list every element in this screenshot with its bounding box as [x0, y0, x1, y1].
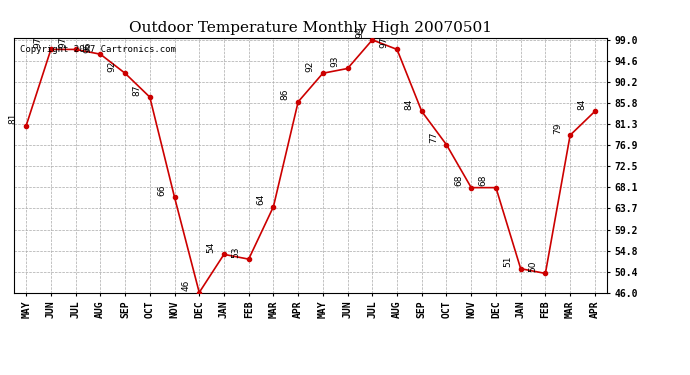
- Text: 84: 84: [404, 99, 413, 110]
- Text: 97: 97: [380, 36, 388, 48]
- Text: 81: 81: [9, 113, 18, 124]
- Text: 84: 84: [578, 99, 586, 110]
- Text: Copyright 2007 Cartronics.com: Copyright 2007 Cartronics.com: [20, 45, 176, 54]
- Text: 53: 53: [231, 246, 240, 258]
- Text: 54: 54: [206, 242, 216, 253]
- Text: 86: 86: [281, 89, 290, 101]
- Text: 77: 77: [429, 132, 438, 143]
- Title: Outdoor Temperature Monthly High 20070501: Outdoor Temperature Monthly High 2007050…: [129, 21, 492, 35]
- Text: 93: 93: [331, 56, 339, 67]
- Text: 92: 92: [108, 60, 117, 72]
- Text: 87: 87: [132, 84, 141, 96]
- Text: 99: 99: [355, 27, 364, 39]
- Text: 97: 97: [34, 36, 43, 48]
- Text: 68: 68: [479, 175, 488, 186]
- Text: 92: 92: [306, 60, 315, 72]
- Text: 50: 50: [528, 261, 537, 272]
- Text: 51: 51: [503, 256, 513, 267]
- Text: 96: 96: [83, 41, 92, 53]
- Text: 46: 46: [182, 280, 191, 291]
- Text: 97: 97: [58, 36, 68, 48]
- Text: 68: 68: [454, 175, 463, 186]
- Text: 79: 79: [553, 122, 562, 134]
- Text: 64: 64: [256, 194, 265, 206]
- Text: 66: 66: [157, 184, 166, 196]
